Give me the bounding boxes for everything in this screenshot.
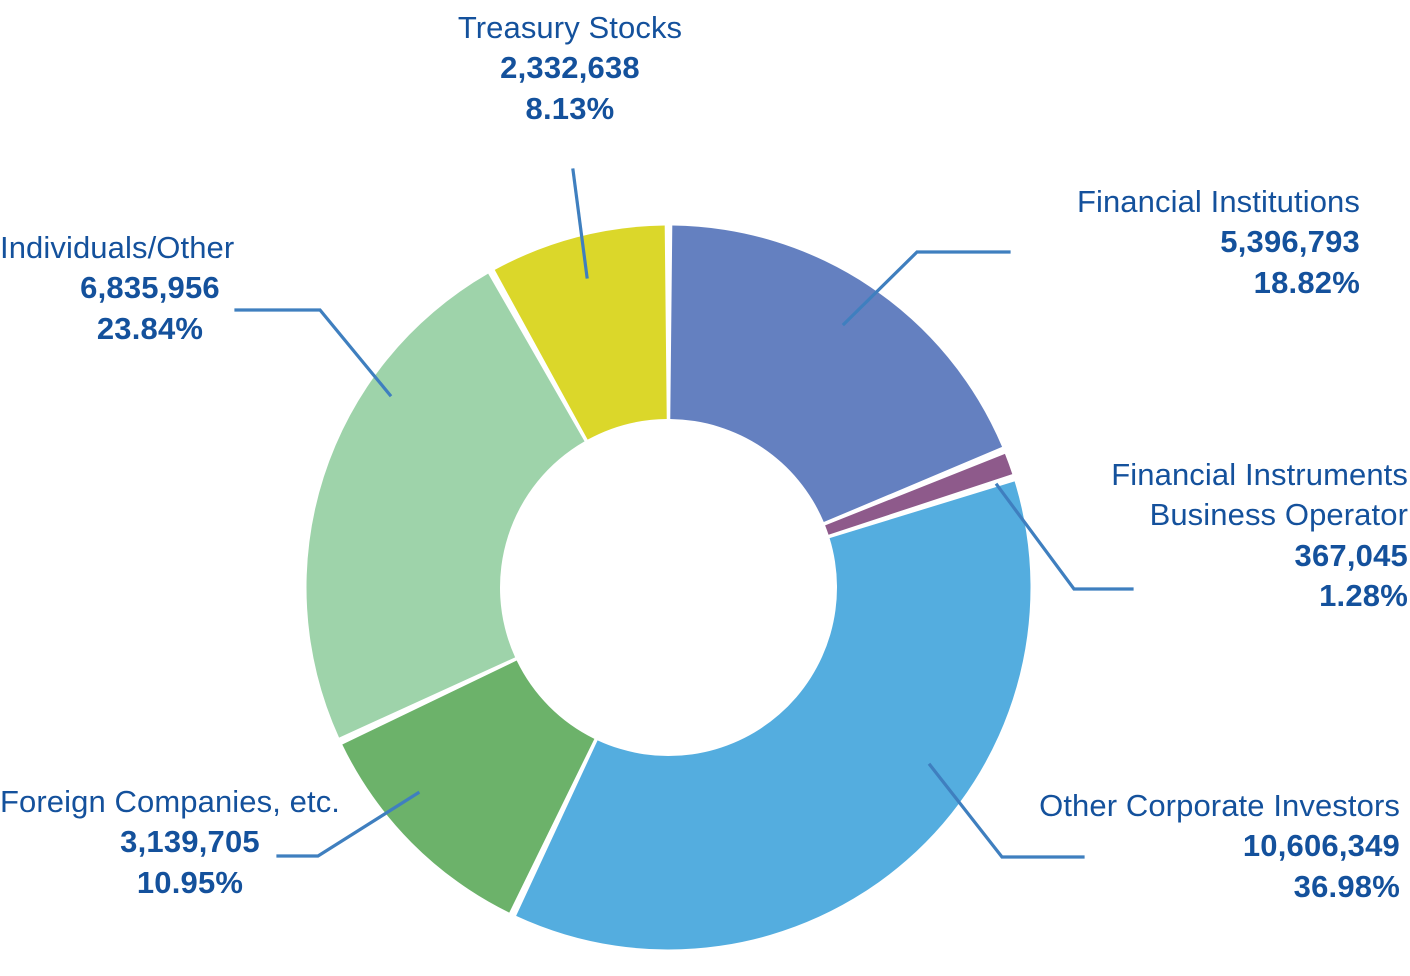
callout-value-label: 10,606,349 xyxy=(1242,828,1400,864)
leader-line-individuals-other xyxy=(234,308,393,398)
leader-line-other-corporate xyxy=(927,762,1085,859)
slice-foreign-companies[interactable] xyxy=(342,660,595,913)
leader-line-fib-operator xyxy=(994,482,1134,591)
callout-percent-label: 23.84% xyxy=(96,310,204,346)
slice-financial-instruments-business-operator[interactable] xyxy=(825,453,1013,535)
callout-percent-label: 10.95% xyxy=(136,864,244,900)
callout-category-label: Individuals/Other xyxy=(0,230,235,265)
callout-value-label: 6,835,956 xyxy=(80,270,220,306)
callout-financial-institutions: Financial Institutions 5,396,793 18.82% xyxy=(960,182,1360,303)
callout-value-label: 3,139,705 xyxy=(120,824,260,860)
callout-individuals-other: Individuals/Other 6,835,956 23.84% xyxy=(0,228,300,349)
slice-treasury-stocks[interactable] xyxy=(494,225,667,440)
callout-percent-label: 1.28% xyxy=(1319,577,1408,613)
callout-financial-instruments-business-operator: Financial Instruments Business Operator … xyxy=(1040,455,1408,616)
callout-percent-label: 8.13% xyxy=(525,90,615,126)
callout-foreign-companies: Foreign Companies, etc. 3,139,705 10.95% xyxy=(0,782,380,903)
callout-percent-label: 18.82% xyxy=(1253,264,1360,300)
callout-value-label: 367,045 xyxy=(1294,537,1408,573)
leader-line-foreign-companies xyxy=(276,790,421,858)
slice-financial-institutions[interactable] xyxy=(670,225,1003,523)
callout-category-label: Foreign Companies, etc. xyxy=(0,784,341,819)
callout-category-label-line1: Financial Instruments xyxy=(1111,457,1408,492)
callout-percent-label: 36.98% xyxy=(1293,868,1400,904)
callout-other-corporate-investors: Other Corporate Investors 10,606,349 36.… xyxy=(1000,786,1400,907)
callout-category-label: Treasury Stocks xyxy=(457,10,683,45)
leader-line-treasury-stocks xyxy=(571,168,589,279)
leader-line-financial-institutions xyxy=(841,250,1011,327)
slice-other-corporate-investors[interactable] xyxy=(516,481,1031,950)
callout-category-label-line2: Business Operator xyxy=(1149,497,1408,533)
callout-treasury-stocks: Treasury Stocks 2,332,638 8.13% xyxy=(380,8,760,129)
callout-value-label: 5,396,793 xyxy=(1220,224,1360,260)
callout-category-label: Financial Institutions xyxy=(1076,184,1360,219)
slice-individuals-other[interactable] xyxy=(306,273,585,738)
callout-value-label: 2,332,638 xyxy=(500,50,640,86)
callout-category-label: Other Corporate Investors xyxy=(1039,788,1400,823)
